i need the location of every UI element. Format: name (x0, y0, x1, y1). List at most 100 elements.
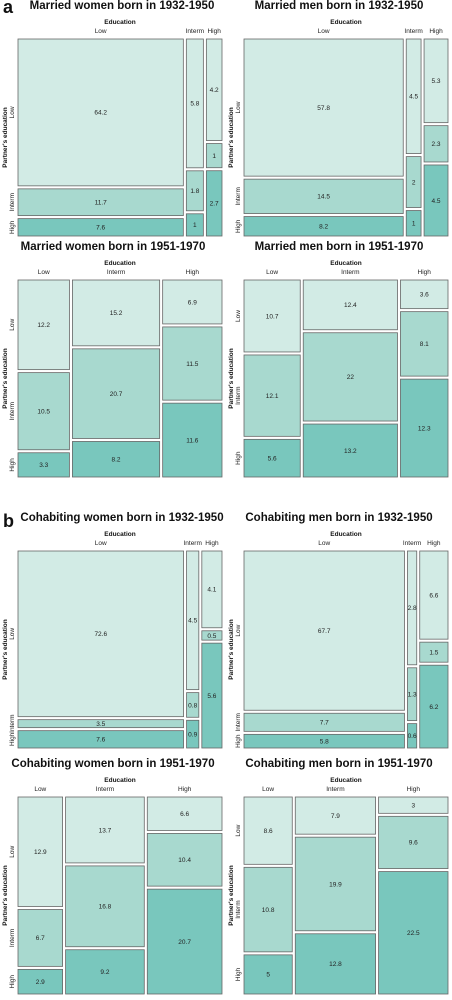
mosaic-cell-high-high (419, 664, 449, 749)
cell-value-label: 7.6 (96, 225, 105, 232)
x-legend-title: Education (330, 531, 361, 538)
cell-value-label: 8.1 (420, 341, 429, 348)
y-legend-title: Partner's education (2, 107, 9, 167)
cell-value-label: 2.9 (36, 979, 45, 986)
mosaic-plot: Education Partner's education Low 12.2 Low 10… (2, 260, 223, 478)
mosaic-cell-low-interm (243, 712, 405, 732)
y-tick-label-low: Low (235, 824, 242, 836)
x-legend-title: Education (104, 531, 135, 538)
cell-value-label: 13.2 (344, 448, 357, 455)
cell-value-label: 8.2 (319, 224, 328, 231)
x-tick-label-low: Low (318, 28, 330, 35)
mosaic-cell-interm-interm (186, 692, 200, 718)
cell-value-label: 1 (412, 221, 416, 228)
cell-value-label: 0.5 (207, 633, 216, 640)
chart-title: Cohabiting women born in 1932-1950 (20, 512, 224, 524)
cell-value-label: 5.8 (320, 738, 329, 745)
cell-value-label: 7.9 (331, 813, 340, 820)
mosaic-cell-interm-low (186, 550, 200, 691)
y-tick-label-high: High (235, 734, 242, 748)
mosaic-cell-high-high (205, 170, 223, 237)
mosaic-cell-low-low (17, 796, 63, 907)
cell-value-label: 7.6 (96, 737, 105, 744)
y-tick-label-high: High (9, 732, 16, 746)
mosaic-cell-high-high (400, 378, 449, 478)
x-tick-label-interm: Interm (403, 540, 421, 547)
x-legend-title: Education (104, 260, 135, 267)
cell-value-label: 0.9 (188, 731, 197, 738)
chart-cohabiting-men-1951-1970: Cohabiting men born in 1951-1970 Educati… (226, 758, 452, 998)
cell-value-label: 2.7 (210, 201, 219, 208)
y-tick-label-low: Low (235, 624, 242, 636)
x-tick-label-high: High (207, 28, 221, 35)
y-tick-label-interm: Interm (235, 713, 242, 731)
mosaic-cell-high-high (146, 888, 223, 995)
cell-value-label: 0.8 (188, 702, 197, 709)
x-tick-label-high: High (178, 786, 192, 793)
chart-cohabiting-men-1932-1950: Cohabiting men born in 1932-1950 Educati… (226, 512, 452, 752)
x-legend-title: Education (330, 19, 361, 26)
mosaic-cell-high-interm (162, 326, 223, 401)
cell-value-label: 10.5 (37, 408, 50, 415)
mosaic-cell-interm-low (65, 796, 145, 864)
y-tick-label-interm: Interm (9, 193, 16, 211)
y-legend-title: Partner's education (228, 107, 235, 167)
cell-value-label: 12.1 (266, 393, 279, 400)
cell-value-label: 20.7 (110, 391, 123, 398)
x-tick-label-high: High (205, 540, 219, 547)
y-tick-label-high: High (9, 458, 16, 472)
mosaic-cell-interm-interm (405, 156, 422, 208)
mosaic-cell-low-interm (17, 719, 184, 729)
mosaic-cell-high-high (423, 164, 449, 237)
cell-value-label: 6.7 (36, 935, 45, 942)
mosaic-cell-high-low (146, 796, 223, 831)
mosaic-cell-high-low (400, 279, 449, 310)
cell-value-label: 64.2 (94, 110, 107, 117)
mosaic-cell-low-high (243, 438, 301, 478)
mosaic-cell-high-interm (146, 833, 223, 887)
mosaic-cell-low-high (17, 968, 63, 995)
chart-title: Married men born in 1951-1970 (254, 241, 424, 253)
y-legend-title: Partner's education (228, 619, 235, 679)
mosaic-cell-interm-high (405, 210, 422, 237)
mosaic-cell-interm-high (186, 719, 200, 749)
mosaic-cell-interm-high (72, 441, 161, 478)
cell-value-label: 1 (212, 153, 216, 160)
cell-value-label: 7.7 (320, 720, 329, 727)
y-tick-label-low: Low (9, 845, 16, 857)
mosaic-cell-low-low (243, 550, 405, 711)
cell-value-label: 2.3 (432, 141, 441, 148)
mosaic-cell-interm-high (294, 933, 376, 995)
mosaic-cell-low-high (243, 216, 404, 237)
mosaic-cell-interm-low (185, 38, 204, 169)
cell-value-label: 19.9 (329, 881, 342, 888)
y-tick-label-interm: Interm (9, 929, 16, 947)
mosaic-cell-low-high (17, 452, 70, 478)
cell-value-label: 12.3 (418, 425, 431, 432)
cell-value-label: 11.5 (186, 361, 199, 368)
mosaic-cell-interm-interm (407, 667, 418, 722)
mosaic-cell-low-low (17, 279, 70, 371)
chart-title: Married women born in 1932-1950 (29, 0, 215, 12)
mosaic-cell-low-low (243, 796, 293, 865)
x-tick-label-interm: Interm (107, 269, 125, 276)
cell-value-label: 5.3 (432, 78, 441, 85)
mosaic-cell-low-interm (243, 866, 293, 953)
mosaic-cell-high-low (162, 279, 223, 325)
x-tick-label-interm: Interm (183, 540, 201, 547)
cell-value-label: 3 (411, 802, 415, 809)
x-tick-label-high: High (427, 540, 441, 547)
y-legend-title: Partner's education (2, 865, 9, 925)
cell-value-label: 5 (266, 972, 270, 979)
y-tick-label-interm: Interm (9, 402, 16, 420)
chart-title: Married men born in 1932-1950 (254, 0, 424, 12)
x-tick-label-interm: Interm (341, 269, 359, 276)
mosaic-cell-low-high (17, 730, 184, 749)
mosaic-cell-interm-high (65, 949, 145, 995)
mosaic-cell-high-low (378, 796, 449, 814)
x-legend-title: Education (104, 19, 135, 26)
mosaic-cell-interm-low (294, 796, 376, 835)
mosaic-cell-interm-high (185, 213, 204, 237)
mosaic-cell-high-interm (205, 143, 223, 169)
